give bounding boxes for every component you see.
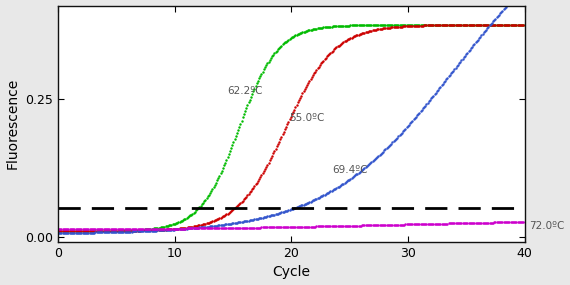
Text: 72.0ºC: 72.0ºC — [530, 221, 565, 231]
Text: 69.4ºC: 69.4ºC — [332, 165, 368, 175]
Y-axis label: Fluorescence: Fluorescence — [6, 78, 19, 169]
Text: 55.0ºC: 55.0ºC — [289, 113, 324, 123]
X-axis label: Cycle: Cycle — [272, 265, 310, 280]
Text: 62.2ºC: 62.2ºC — [227, 86, 263, 95]
